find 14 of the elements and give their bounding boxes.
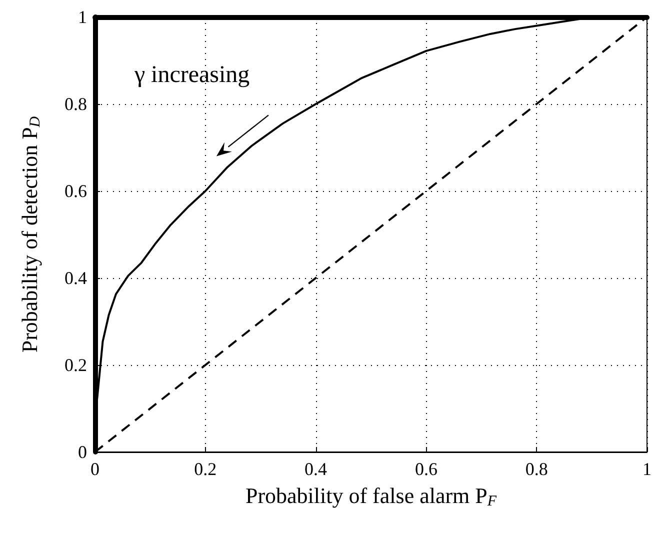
y-tick-label: 0.2: [64, 355, 87, 375]
annotation: γ increasing: [133, 62, 250, 88]
x-tick-label: 0.6: [414, 459, 438, 479]
x-tick-label: 0.2: [194, 459, 217, 479]
y-tick-label: 0.6: [64, 181, 87, 201]
x-tick-label: 1: [642, 459, 652, 479]
y-tick-label: 0.4: [64, 268, 87, 288]
x-tick-label: 0.4: [304, 459, 328, 479]
y-tick-label: 0.8: [64, 94, 87, 114]
x-tick-label: 0: [90, 459, 100, 479]
y-axis-title: Probability of detection PD: [17, 116, 44, 353]
y-tick-label: 0: [78, 442, 87, 462]
x-tick-label: 0.8: [525, 459, 548, 479]
y-tick-label: 1: [78, 7, 87, 27]
